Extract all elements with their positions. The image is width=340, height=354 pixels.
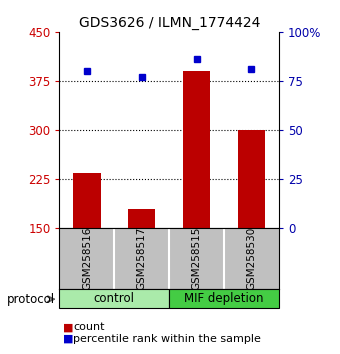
Text: MIF depletion: MIF depletion <box>184 292 264 305</box>
Bar <box>238 130 265 228</box>
Text: percentile rank within the sample: percentile rank within the sample <box>73 334 261 344</box>
Bar <box>73 173 101 228</box>
Text: GSM258530: GSM258530 <box>246 227 256 290</box>
Text: ■: ■ <box>63 334 73 344</box>
Text: GSM258516: GSM258516 <box>82 227 92 290</box>
Text: protocol: protocol <box>7 293 55 306</box>
Text: count: count <box>73 322 105 332</box>
Text: GDS3626 / ILMN_1774424: GDS3626 / ILMN_1774424 <box>79 16 261 30</box>
Text: GSM258517: GSM258517 <box>137 227 147 290</box>
Text: ■: ■ <box>63 322 73 332</box>
Text: GSM258515: GSM258515 <box>191 227 202 290</box>
Bar <box>128 209 155 228</box>
Bar <box>59 289 169 308</box>
Text: control: control <box>94 292 135 305</box>
Bar <box>169 289 279 308</box>
Bar <box>183 71 210 228</box>
